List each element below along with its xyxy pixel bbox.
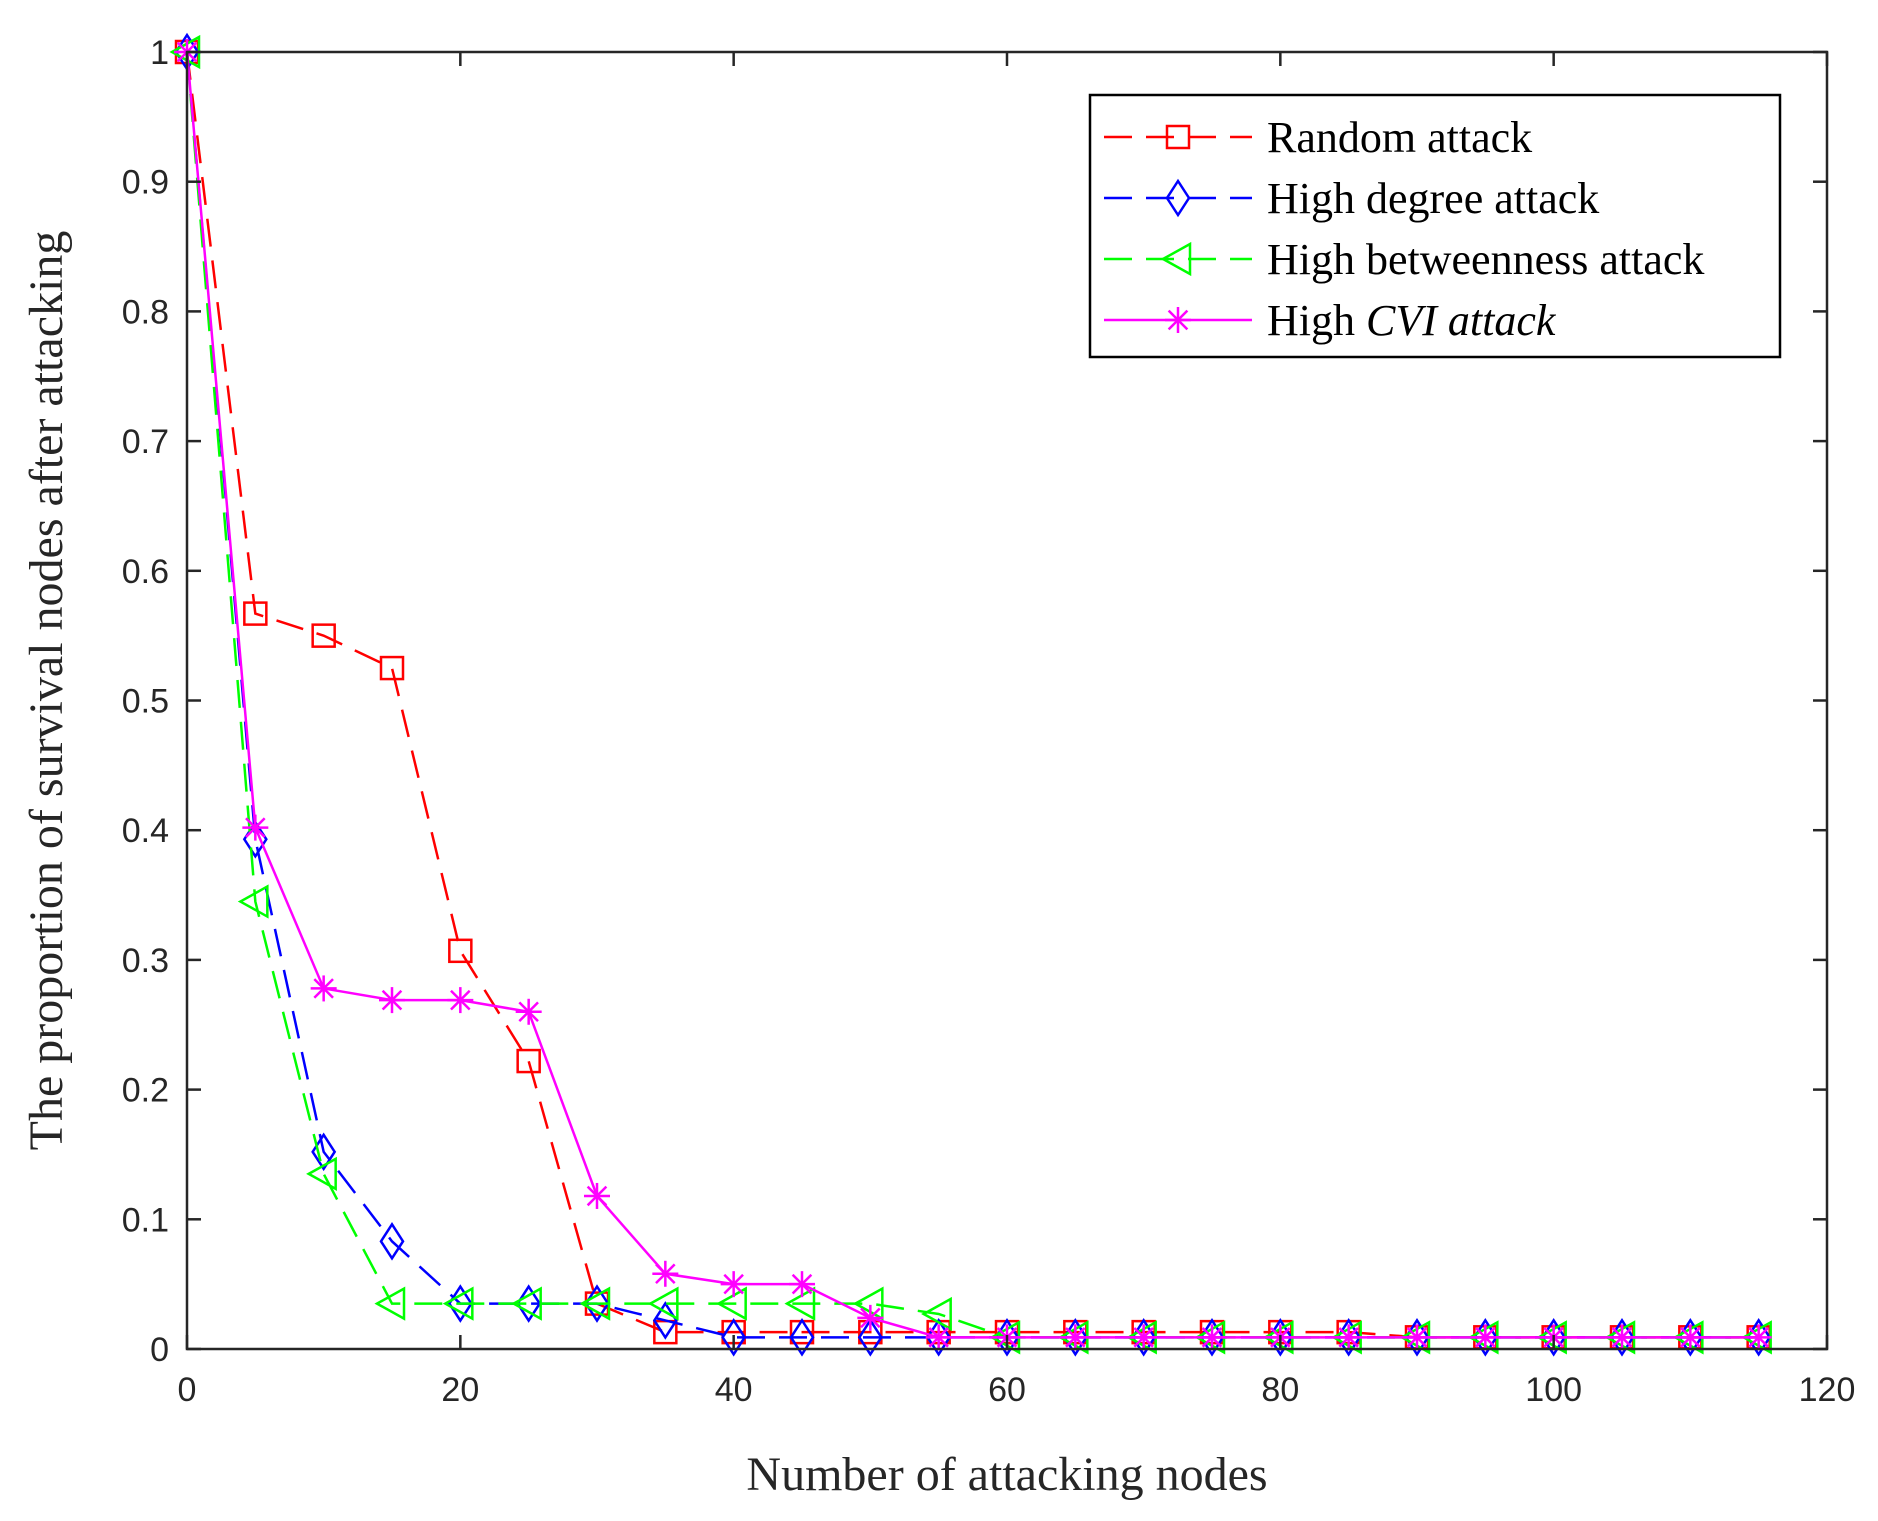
data-point-high-betweenness-attack xyxy=(921,1296,952,1332)
x-tick-label: 40 xyxy=(715,1371,753,1409)
legend-label: High CVI attack xyxy=(1267,296,1557,345)
data-point-high-degree-attack xyxy=(721,1318,747,1357)
legend-entry-random-attack: Random attack xyxy=(1104,113,1532,162)
data-point-high-cvi-attack xyxy=(1745,1324,1772,1351)
data-point-high-cvi-attack xyxy=(1335,1324,1362,1351)
x-tick-label: 100 xyxy=(1525,1371,1582,1409)
series-high-cvi-attack xyxy=(174,39,1772,1351)
legend-entry-high-degree-attack: High degree attack xyxy=(1104,174,1599,223)
x-tick-label: 60 xyxy=(988,1371,1026,1409)
data-point-high-cvi-attack xyxy=(1472,1324,1499,1351)
x-tick-label: 120 xyxy=(1799,1371,1856,1409)
legend-entry-high-betweenness-attack: High betweenness attack xyxy=(1104,235,1704,284)
y-tick-label: 1 xyxy=(150,34,169,72)
data-point-high-cvi-attack xyxy=(379,987,405,1014)
x-tick-label: 0 xyxy=(178,1371,197,1409)
data-point-high-betweenness-attack xyxy=(784,1286,816,1321)
data-point-random-attack xyxy=(448,938,473,964)
legend-marker xyxy=(1165,124,1191,150)
legend-box xyxy=(1088,93,1782,359)
data-point-high-cvi-attack xyxy=(1199,1324,1225,1351)
legend-label: High degree attack xyxy=(1267,174,1599,223)
series-line-high-betweenness-attack xyxy=(185,51,1759,1339)
x-tick-label: 20 xyxy=(441,1371,479,1409)
data-point-high-cvi-attack xyxy=(584,1182,610,1209)
data-point-high-betweenness-attack xyxy=(647,1286,679,1321)
data-point-high-cvi-attack xyxy=(925,1324,952,1351)
series-layer xyxy=(169,32,1772,1357)
data-point-high-cvi-attack xyxy=(515,998,542,1025)
data-point-high-betweenness-attack xyxy=(852,1286,884,1321)
data-point-high-betweenness-attack xyxy=(511,1286,542,1321)
y-tick-label: 0.6 xyxy=(122,553,169,591)
x-tick-label: 80 xyxy=(1261,1371,1299,1409)
data-point-random-attack xyxy=(243,601,268,626)
legend-marker xyxy=(1160,241,1192,277)
data-point-high-betweenness-attack xyxy=(442,1286,474,1321)
y-tick-label: 0.7 xyxy=(122,423,169,461)
y-tick-label: 0 xyxy=(150,1331,169,1369)
data-point-high-cvi-attack xyxy=(1677,1324,1704,1351)
legend-marker xyxy=(1165,307,1191,333)
legend: Random attack High degree attack High betw… xyxy=(1088,93,1782,359)
data-point-high-betweenness-attack xyxy=(716,1286,747,1321)
y-tick-label: 0.8 xyxy=(122,293,169,331)
y-tick-label: 0.2 xyxy=(122,1072,169,1110)
legend-label: Random attack xyxy=(1267,113,1532,162)
data-point-high-cvi-attack xyxy=(447,987,474,1014)
data-point-high-cvi-attack xyxy=(1609,1324,1635,1351)
y-tick-label: 0.1 xyxy=(122,1201,169,1239)
data-point-high-cvi-attack xyxy=(1062,1324,1089,1351)
data-point-high-cvi-attack xyxy=(857,1304,884,1331)
y-tick-label: 0.5 xyxy=(122,683,169,721)
legend-label: High betweenness attack xyxy=(1267,235,1704,284)
y-tick-label: 0.9 xyxy=(122,164,169,202)
y-tick-label: 0.4 xyxy=(122,812,169,850)
data-point-high-cvi-attack xyxy=(1404,1324,1430,1351)
ticks-layer: 0 20 40 60 80 100 120 0 0.1 0.2 0.3 0.4 0.5 0.6 0.7 0.8… xyxy=(122,34,1856,1409)
data-point-random-attack xyxy=(379,655,405,681)
data-point-high-cvi-attack xyxy=(242,814,269,841)
data-point-random-attack xyxy=(516,1048,541,1074)
data-point-high-betweenness-attack xyxy=(237,884,269,919)
data-point-high-cvi-attack xyxy=(720,1271,747,1298)
legend-marker xyxy=(1165,178,1191,218)
data-point-high-betweenness-attack xyxy=(579,1286,611,1321)
data-point-high-degree-attack xyxy=(857,1318,883,1357)
data-point-high-degree-attack xyxy=(789,1318,815,1357)
data-point-high-cvi-attack xyxy=(652,1260,679,1287)
data-point-high-betweenness-attack xyxy=(374,1286,406,1321)
data-point-high-cvi-attack xyxy=(1130,1324,1157,1351)
data-point-high-degree-attack xyxy=(379,1222,405,1261)
y-axis-label: The proportion of survival nodes after a… xyxy=(20,231,73,1151)
legend-entry-high-cvi-attack: High CVI attack xyxy=(1104,296,1557,345)
data-point-random-attack xyxy=(311,623,336,648)
x-axis-label: Number of attacking nodes xyxy=(746,1448,1267,1501)
y-tick-label: 0.3 xyxy=(122,942,169,980)
data-point-high-betweenness-attack xyxy=(306,1156,337,1192)
data-point-high-cvi-attack xyxy=(789,1271,815,1298)
data-point-high-cvi-attack xyxy=(310,975,337,1002)
